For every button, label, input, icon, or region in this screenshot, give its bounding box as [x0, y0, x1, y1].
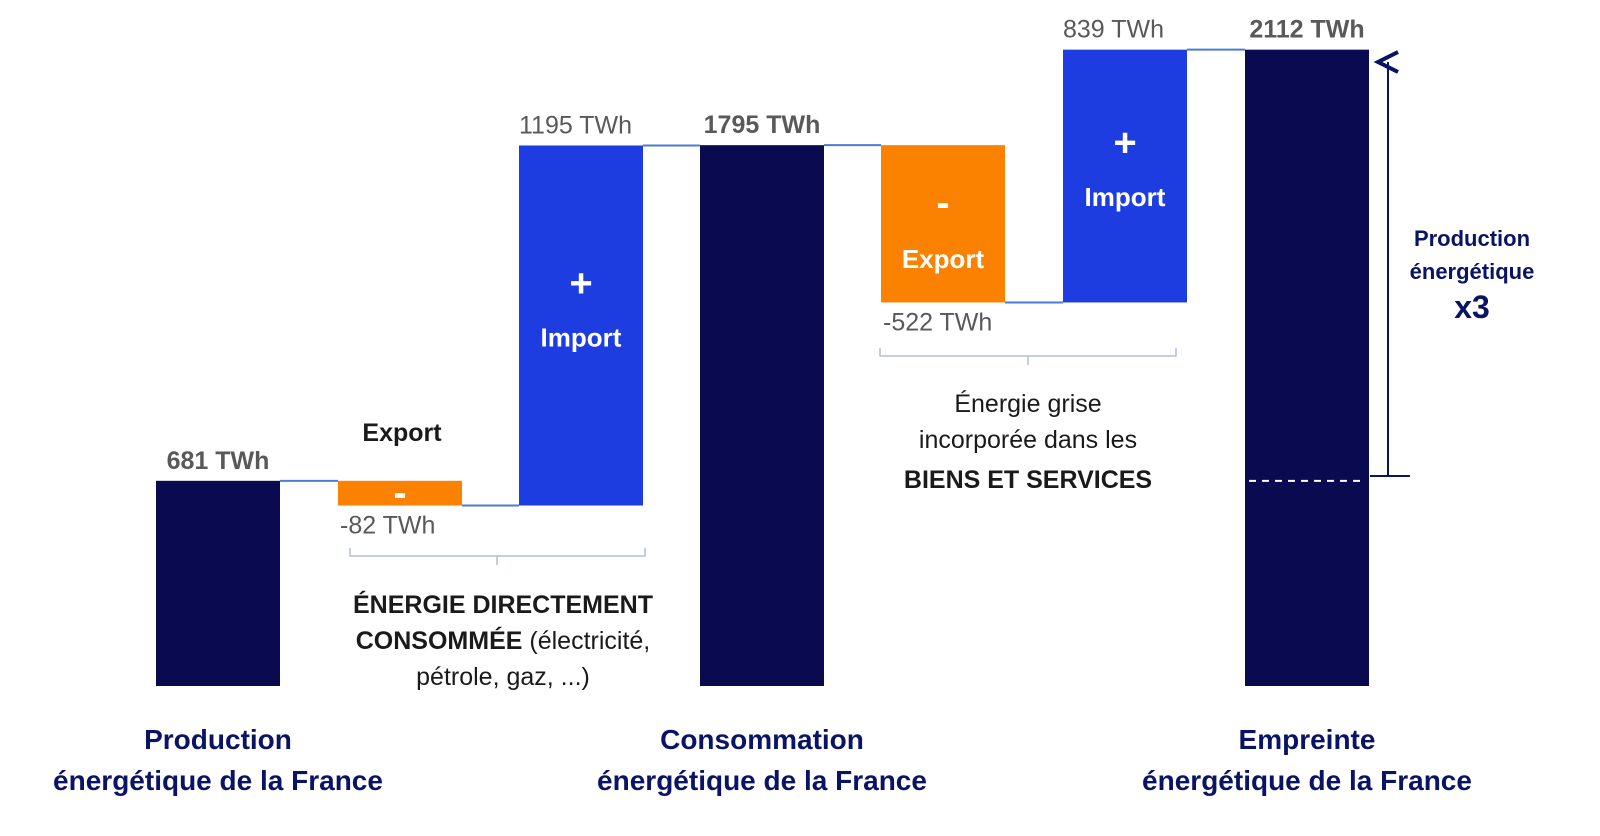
value-label-total-0: 681 TWh: [167, 447, 270, 475]
value-label-import-2: 1195 TWh: [519, 111, 632, 139]
bar-total-3: [700, 145, 824, 686]
value-label-export-1: -82 TWh: [340, 512, 435, 540]
direct-energy-line2-rest: (électricité,: [522, 627, 650, 655]
direct-energy-line2-bold: CONSOMMÉE: [356, 626, 523, 655]
category-label-6-0: Empreinte: [1239, 724, 1376, 755]
bar-export-1: [338, 480, 462, 506]
ratio-label-line1: Production: [1414, 226, 1530, 251]
category-label-0-1: énergétique de la France: [53, 765, 383, 796]
export-label-4: Export: [902, 244, 985, 274]
value-label-export-4: -522 TWh: [883, 308, 992, 336]
bar-total-0: [156, 480, 280, 686]
direct-energy-line1: ÉNERGIE DIRECTEMENT: [353, 590, 653, 619]
ratio-label-line2: énergétique: [1410, 259, 1535, 284]
bar-export-4: [881, 145, 1005, 303]
bracket-embodied: [879, 348, 1177, 365]
export-minus-icon: -: [393, 471, 406, 515]
embodied-energy-line2: incorporée dans les: [919, 426, 1137, 454]
import-label-5: Import: [1085, 182, 1166, 212]
bar-total-6: [1245, 49, 1369, 686]
category-label-6-1: énergétique de la France: [1142, 765, 1472, 796]
embodied-energy-line1: Énergie grise: [954, 389, 1101, 418]
value-label-import-5: 839 TWh: [1063, 16, 1164, 44]
export-label-1: Export: [362, 419, 442, 447]
import-plus-icon: +: [569, 262, 592, 306]
export-minus-icon: -: [936, 181, 949, 225]
bracket-direct: [349, 548, 646, 565]
bar-import-2: [519, 145, 643, 506]
value-label-total-3: 1795 TWh: [704, 111, 821, 139]
category-label-3-0: Consommation: [660, 724, 864, 755]
category-label-3-1: énergétique de la France: [597, 765, 927, 796]
import-label-2: Import: [541, 323, 622, 353]
ratio-value: x3: [1454, 289, 1490, 325]
bar-import-5: [1063, 49, 1187, 303]
embodied-energy-line3: BIENS ET SERVICES: [904, 466, 1152, 494]
direct-energy-line2: CONSOMMÉE (électricité,: [356, 626, 651, 655]
value-label-total-6: 2112 TWh: [1249, 16, 1364, 44]
import-plus-icon: +: [1113, 121, 1136, 165]
category-label-0-0: Production: [144, 724, 292, 755]
direct-energy-line3: pétrole, gaz, ...): [416, 663, 590, 691]
